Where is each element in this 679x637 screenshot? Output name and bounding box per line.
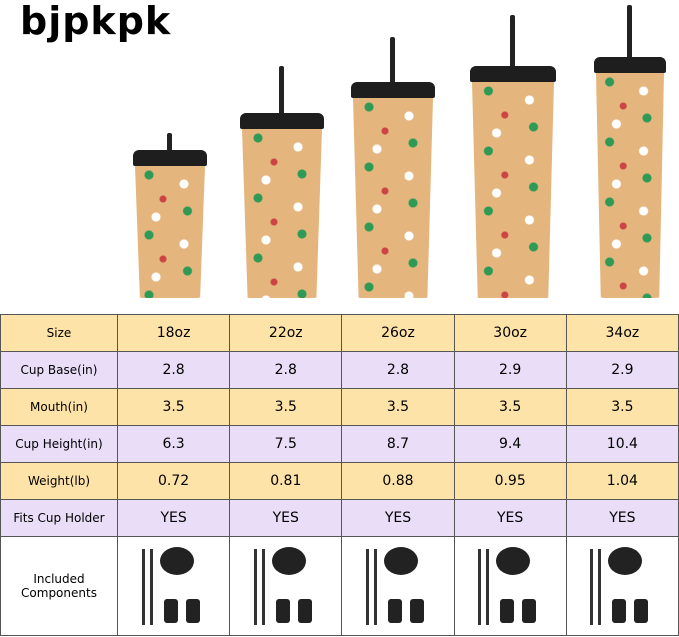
plug-icon — [275, 599, 290, 623]
row-label: Mouth(in) — [0, 388, 118, 426]
components-image — [134, 541, 214, 631]
straw-icon — [590, 549, 594, 625]
table-cell: 0.95 — [453, 462, 567, 500]
plug-icon — [409, 599, 424, 623]
table-cell: 0.81 — [229, 462, 343, 500]
lid-icon — [496, 547, 531, 575]
row-label: Fits Cup Holder — [0, 499, 118, 537]
row-label: Cup Base(in) — [0, 351, 118, 389]
tumbler-body — [135, 166, 205, 298]
row-label: Size — [0, 314, 118, 352]
table-cell: 1.04 — [565, 462, 679, 500]
table-cell: 2.9 — [565, 351, 679, 389]
row-label: Included Components — [0, 536, 118, 636]
components-cell — [453, 536, 567, 636]
table-cell: 10.4 — [565, 425, 679, 463]
plug-icon — [387, 599, 402, 623]
table-cell: 3.5 — [341, 388, 455, 426]
table-cell: 8.7 — [341, 425, 455, 463]
straw-icon — [373, 549, 377, 625]
table-cell: 22oz — [229, 314, 343, 352]
plug-icon — [500, 599, 515, 623]
table-cell: 3.5 — [565, 388, 679, 426]
lid-icon — [271, 547, 306, 575]
table-cell: 26oz — [341, 314, 455, 352]
straw-icon — [149, 549, 153, 625]
straw-icon — [478, 549, 482, 625]
plug-icon — [522, 599, 537, 623]
plug-icon — [612, 599, 627, 623]
table-cell: 0.72 — [116, 462, 231, 500]
lid — [133, 150, 207, 166]
lid — [240, 113, 324, 129]
tumbler-body — [472, 82, 554, 298]
lid — [594, 57, 666, 73]
table-cell: 2.8 — [229, 351, 343, 389]
plug-icon — [163, 599, 178, 623]
table-cell: 30oz — [453, 314, 567, 352]
tumbler-body — [242, 129, 322, 298]
straw-icon — [598, 549, 602, 625]
table-cell: YES — [565, 499, 679, 537]
table-row: Mouth(in) 3.5 3.5 3.5 3.5 3.5 — [0, 388, 679, 426]
table-cell: 6.3 — [116, 425, 231, 463]
brand-logo: bjpkpk — [20, 0, 172, 43]
table-cell: 3.5 — [116, 388, 231, 426]
plug-icon — [297, 599, 312, 623]
straw — [627, 5, 632, 61]
table-cell: YES — [341, 499, 455, 537]
table-cell: YES — [116, 499, 231, 537]
table-cell: 7.5 — [229, 425, 343, 463]
table-cell: YES — [229, 499, 343, 537]
table-cell: 2.8 — [341, 351, 455, 389]
straw-icon — [253, 549, 257, 625]
plug-icon — [634, 599, 649, 623]
components-image — [470, 541, 550, 631]
row-label: Weight(lb) — [0, 462, 118, 500]
table-row: Size 18oz 22oz 26oz 30oz 34oz — [0, 314, 679, 352]
table-cell: 3.5 — [229, 388, 343, 426]
lid — [351, 82, 435, 98]
lid-icon — [383, 547, 418, 575]
straw-icon — [261, 549, 265, 625]
straw — [167, 133, 172, 154]
components-image — [246, 541, 326, 631]
straw — [279, 66, 284, 117]
table-cell: 34oz — [565, 314, 679, 352]
lid — [470, 66, 556, 82]
straw-icon — [141, 549, 145, 625]
table-cell: 9.4 — [453, 425, 567, 463]
straw-icon — [486, 549, 490, 625]
straw — [390, 37, 395, 86]
table-cell: YES — [453, 499, 567, 537]
table-cell: 2.9 — [453, 351, 567, 389]
table-cell: 0.88 — [341, 462, 455, 500]
tumbler-body — [353, 98, 433, 298]
components-cell — [341, 536, 455, 636]
tumbler-body — [596, 73, 664, 298]
straw — [510, 15, 515, 70]
table-cell: 3.5 — [453, 388, 567, 426]
plug-icon — [185, 599, 200, 623]
table-row: Cup Base(in) 2.8 2.8 2.8 2.9 2.9 — [0, 351, 679, 389]
components-cell — [565, 536, 679, 636]
components-cell — [229, 536, 343, 636]
table-row: Cup Height(in) 6.3 7.5 8.7 9.4 10.4 — [0, 425, 679, 463]
table-row: Fits Cup Holder YES YES YES YES YES — [0, 499, 679, 537]
components-image — [582, 541, 662, 631]
table-cell: 2.8 — [116, 351, 231, 389]
size-comparison-table: Size 18oz 22oz 26oz 30oz 34oz Cup Base(in) 2.8 2… — [0, 314, 679, 636]
table-cell: 18oz — [116, 314, 231, 352]
lid-icon — [608, 547, 643, 575]
lid-icon — [159, 547, 194, 575]
row-label: Cup Height(in) — [0, 425, 118, 463]
table-row: Weight(lb) 0.72 0.81 0.88 0.95 1.04 — [0, 462, 679, 500]
components-row: Included Components — [0, 536, 679, 636]
straw-icon — [365, 549, 369, 625]
components-cell — [116, 536, 231, 636]
components-image — [358, 541, 438, 631]
